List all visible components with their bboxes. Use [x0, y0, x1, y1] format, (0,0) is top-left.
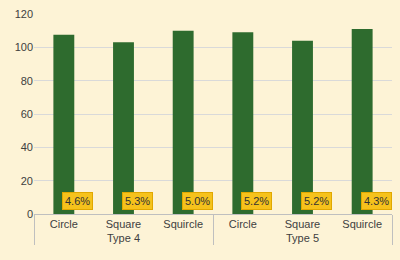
- svg-text:80: 80: [21, 75, 33, 87]
- svg-text:100: 100: [15, 41, 33, 53]
- svg-text:5.2%: 5.2%: [244, 195, 269, 207]
- svg-text:0: 0: [27, 208, 33, 220]
- svg-text:4.6%: 4.6%: [65, 195, 90, 207]
- svg-text:Type 5: Type 5: [286, 232, 319, 244]
- svg-text:Squircle: Squircle: [163, 218, 203, 230]
- svg-text:40: 40: [21, 141, 33, 153]
- svg-text:5.3%: 5.3%: [125, 195, 150, 207]
- svg-text:Squircle: Squircle: [342, 218, 382, 230]
- svg-text:5.0%: 5.0%: [185, 195, 210, 207]
- svg-text:Type 4: Type 4: [107, 232, 140, 244]
- svg-text:Circle: Circle: [229, 218, 257, 230]
- svg-text:Circle: Circle: [50, 218, 78, 230]
- svg-text:4.3%: 4.3%: [364, 195, 389, 207]
- svg-text:Square: Square: [106, 218, 141, 230]
- svg-text:120: 120: [15, 8, 33, 20]
- svg-text:Square: Square: [285, 218, 320, 230]
- svg-text:60: 60: [21, 108, 33, 120]
- svg-text:20: 20: [21, 175, 33, 187]
- svg-text:5.2%: 5.2%: [304, 195, 329, 207]
